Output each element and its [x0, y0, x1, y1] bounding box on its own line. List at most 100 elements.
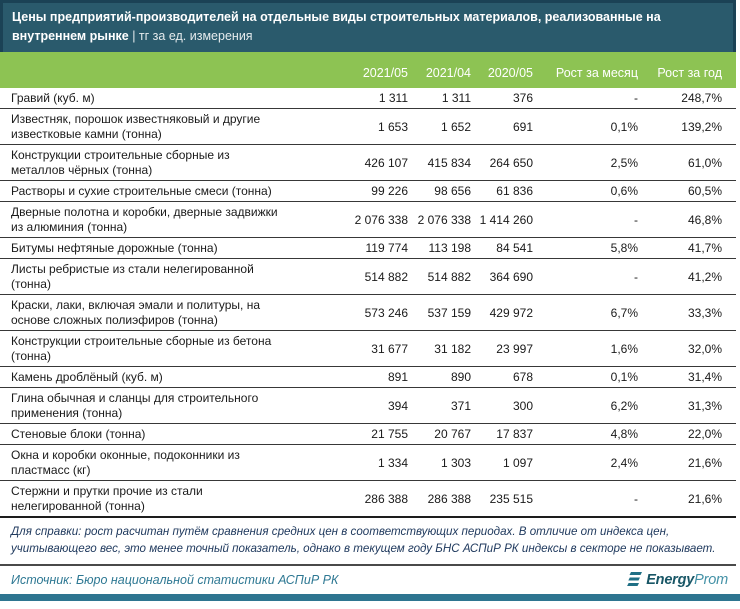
year-growth-cell: 41,7%	[687, 241, 722, 255]
year-growth-cell: 60,5%	[687, 184, 722, 198]
table-header-row: 2021/05 2021/04 2020/05 Рост за месяц Ро…	[0, 52, 736, 88]
product-name-cell: Дверные полотна и коробки, дверные задви…	[11, 204, 278, 234]
product-name-cell: Растворы и сухие строительные смеси (тон…	[11, 183, 272, 198]
source-text: Источник: Бюро национальной статистики А…	[11, 572, 339, 587]
price-cell: 426 107	[364, 155, 408, 170]
price-cell: 429 972	[489, 305, 533, 320]
table-row: Известняк, порошок известняковый и други…	[0, 109, 736, 145]
energyprom-logo: EnergyProm	[626, 572, 728, 588]
table-row: Краски, лаки, включая эмали и политуры, …	[0, 295, 736, 331]
price-cell: 21 755	[371, 427, 408, 441]
table-row: Конструкции строительные сборные из бето…	[0, 331, 736, 367]
month-growth-cell: -	[634, 491, 638, 506]
table-row: Листы ребристые из стали нелегированной …	[0, 259, 736, 295]
product-name-cell: Камень дроблёный (куб. м)	[11, 369, 163, 384]
month-growth-cell: 2,4%	[610, 455, 638, 470]
year-growth-cell: 22,0%	[687, 427, 722, 441]
column-header-2021-05: 2021/05	[362, 65, 408, 80]
title-unit: | тг за ед. измерения	[132, 29, 253, 43]
price-cell: 17 837	[496, 427, 533, 441]
table-row: Стержни и прутки прочие из стали нелегир…	[0, 481, 736, 516]
price-cell: 1 334	[377, 455, 408, 470]
month-growth-cell: 0,1%	[610, 370, 638, 384]
month-growth-cell: 2,5%	[610, 155, 638, 170]
price-cell: 300	[512, 398, 533, 413]
month-growth-cell: 6,2%	[610, 398, 638, 413]
price-cell: 2 076 338	[354, 212, 408, 227]
price-cell: 286 388	[364, 491, 408, 506]
month-growth-cell: 0,6%	[610, 184, 638, 198]
price-cell: 678	[512, 370, 533, 384]
price-cell: 1 097	[502, 455, 533, 470]
price-cell: 1 653	[377, 119, 408, 134]
month-growth-cell: -	[634, 91, 638, 105]
table-row: Глина обычная и сланцы для строительного…	[0, 388, 736, 424]
price-cell: 1 311	[378, 91, 408, 105]
logo-text-energy: Energy	[646, 571, 695, 588]
price-cell: 31 182	[434, 341, 471, 356]
price-cell: 415 834	[427, 155, 471, 170]
year-growth-cell: 31,4%	[687, 370, 722, 384]
price-cell: 394	[387, 398, 408, 413]
price-cell: 61 836	[496, 184, 533, 198]
price-cell: 99 226	[371, 184, 408, 198]
year-growth-cell: 61,0%	[687, 155, 722, 170]
column-header-year-growth: Рост за год	[657, 65, 722, 80]
month-growth-cell: -	[634, 269, 638, 284]
year-growth-cell: 31,3%	[687, 398, 722, 413]
price-cell: 514 882	[364, 269, 408, 284]
price-cell: 235 515	[489, 491, 533, 506]
year-growth-cell: 21,6%	[687, 491, 722, 506]
product-name-cell: Окна и коробки оконные, подоконники из п…	[11, 447, 240, 477]
table-row: Окна и коробки оконные, подоконники из п…	[0, 445, 736, 481]
year-growth-cell: 33,3%	[687, 305, 722, 320]
year-growth-cell: 46,8%	[687, 212, 722, 227]
price-cell: 1 311	[441, 91, 471, 105]
year-growth-cell: 139,2%	[681, 119, 722, 134]
price-cell: 23 997	[496, 341, 533, 356]
price-cell: 119 774	[365, 241, 409, 255]
column-header-2020-05: 2020/05	[487, 65, 533, 80]
price-cell: 31 677	[371, 341, 408, 356]
product-name-cell: Краски, лаки, включая эмали и политуры, …	[11, 297, 261, 327]
price-cell: 20 767	[434, 427, 471, 441]
table-row: Растворы и сухие строительные смеси (тон…	[0, 181, 736, 202]
price-cell: 1 414 260	[479, 212, 533, 227]
price-cell: 891	[387, 370, 408, 384]
price-cell: 890	[450, 370, 471, 384]
month-growth-cell: 0,1%	[610, 119, 638, 134]
price-cell: 371	[450, 398, 471, 413]
price-cell: 364 690	[489, 269, 533, 284]
month-growth-cell: 4,8%	[610, 427, 638, 441]
price-cell: 376	[512, 91, 533, 105]
price-cell: 1 652	[440, 119, 471, 134]
year-growth-cell: 248,7%	[681, 91, 722, 105]
price-cell: 113 198	[428, 241, 472, 255]
table-body: Гравий (куб. м) 1 311 1 311 376 - 248,7%…	[0, 88, 736, 518]
column-header-month-growth: Рост за месяц	[555, 65, 638, 80]
price-cell: 691	[512, 119, 533, 134]
table-row: Дверные полотна и коробки, дверные задви…	[0, 202, 736, 238]
table-row: Конструкции строительные сборные из мета…	[0, 145, 736, 181]
price-cell: 573 246	[364, 305, 408, 320]
table-row: Гравий (куб. м) 1 311 1 311 376 - 248,7%	[0, 88, 736, 109]
footnote: Для справки: рост расчитан путём сравнен…	[0, 518, 736, 566]
price-cell: 84 541	[496, 241, 533, 255]
energyprom-logo-icon	[626, 572, 643, 587]
price-cell: 514 882	[427, 269, 471, 284]
bottom-accent-bar	[0, 593, 740, 601]
page-title: Цены предприятий-производителей на отдел…	[12, 10, 661, 43]
price-cell: 286 388	[427, 491, 471, 506]
month-growth-cell: -	[634, 212, 638, 227]
year-growth-cell: 41,2%	[687, 269, 722, 284]
month-growth-cell: 5,8%	[610, 241, 638, 255]
price-cell: 98 656	[434, 184, 471, 198]
title-bar: Цены предприятий-производителей на отдел…	[0, 0, 736, 52]
month-growth-cell: 6,7%	[610, 305, 638, 320]
table-row: Стеновые блоки (тонна) 21 755 20 767 17 …	[0, 424, 736, 445]
price-cell: 264 650	[489, 155, 533, 170]
infographic: Цены предприятий-производителей на отдел…	[0, 0, 736, 588]
price-cell: 1 303	[440, 455, 471, 470]
logo-text-prom: Prom	[694, 571, 728, 588]
product-name-cell: Конструкции строительные сборные из бето…	[11, 333, 272, 363]
